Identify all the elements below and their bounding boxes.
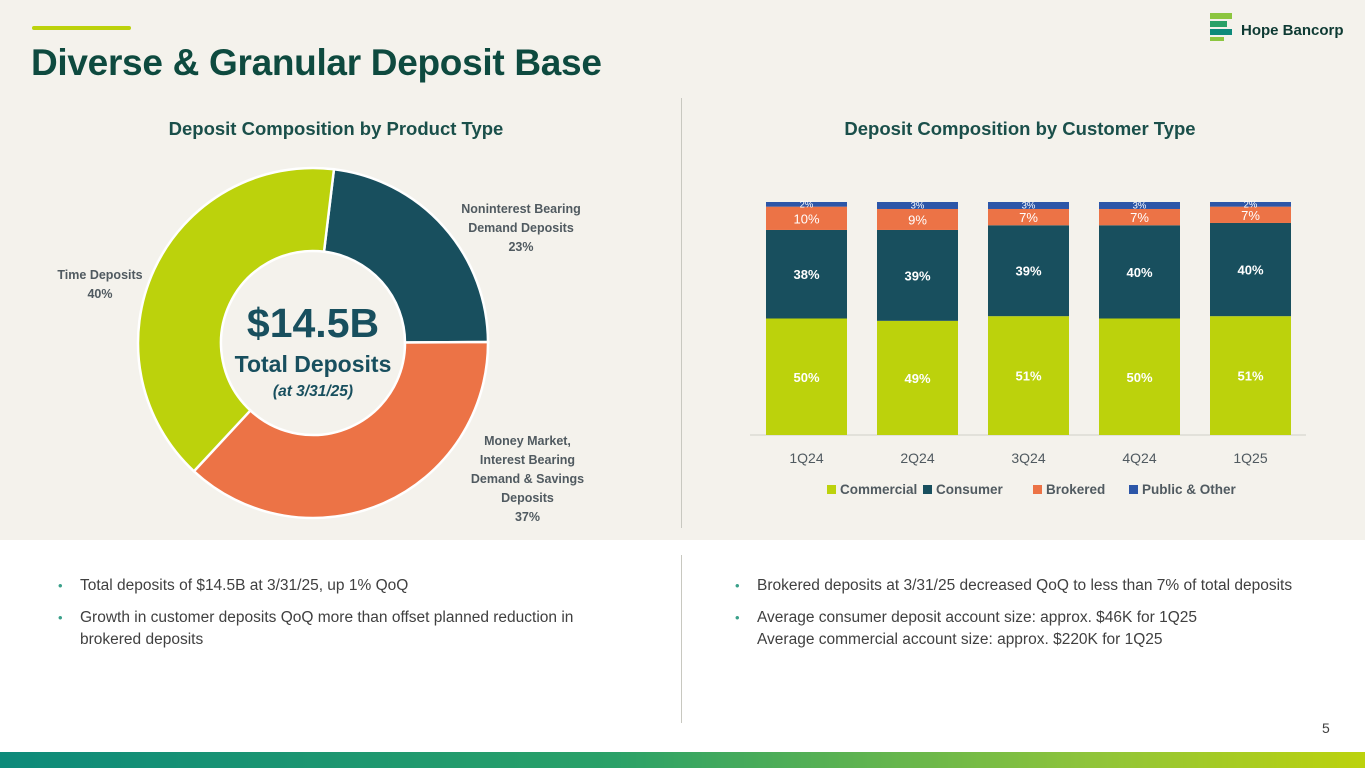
bar-segment-brokered: [988, 208, 1069, 226]
data-label: 3%: [1133, 200, 1147, 211]
bar-segment-commercial: [877, 320, 958, 435]
bullet-text: Total deposits of $14.5B at 3/31/25, up …: [80, 577, 409, 594]
legend-swatch: [1129, 485, 1138, 494]
logo-text: Hope Bancorp: [1241, 22, 1344, 39]
x-tick-label: 4Q24: [1122, 450, 1156, 466]
bullets-right: • Brokered deposits at 3/31/25 decreased …: [735, 575, 1295, 661]
data-label: 7%: [1241, 208, 1260, 223]
footer-gradient-bar: [0, 752, 1365, 768]
total-deposits-value: $14.5B: [246, 300, 380, 346]
bullet-dot-icon: •: [58, 578, 63, 593]
bar-segment-commercial: [988, 316, 1069, 435]
bar-segment-public-other: [877, 202, 958, 209]
legend-label: Commercial: [840, 482, 917, 497]
bar-segment-brokered: [877, 208, 958, 230]
data-label: 9%: [908, 212, 927, 227]
bar-segment-commercial: [1210, 316, 1291, 435]
bullet-text: Brokered deposits at 3/31/25 decreased Q…: [757, 577, 1293, 594]
legend-label: Brokered: [1046, 482, 1105, 497]
bar-segment-public-other: [1099, 202, 1180, 209]
bottom-divider: [681, 555, 682, 723]
legend-swatch: [923, 485, 932, 494]
top-divider: [681, 98, 682, 528]
donut-slice-2: [136, 166, 336, 474]
x-tick-label: 1Q24: [789, 450, 823, 466]
bullet-item: • Growth in customer deposits QoQ more th…: [58, 607, 578, 651]
bullet-text: Growth in customer deposits QoQ more tha…: [80, 609, 574, 648]
title-accent-line: [32, 26, 131, 30]
data-label: 50%: [793, 370, 819, 385]
slice-label-money-market: Money Market, Interest Bearing Demand & …: [470, 434, 585, 524]
bullet-item: • Total deposits of $14.5B at 3/31/25, up…: [58, 575, 578, 597]
bar-segment-commercial: [1099, 318, 1180, 435]
x-tick-label: 1Q25: [1233, 450, 1267, 466]
data-label: 3%: [1022, 200, 1036, 211]
bullets-left: • Total deposits of $14.5B at 3/31/25, up…: [58, 575, 578, 661]
data-label: 2%: [800, 199, 814, 210]
bullet-item: • Average consumer deposit account size: …: [735, 607, 1295, 651]
bullet-item: • Brokered deposits at 3/31/25 decreased …: [735, 575, 1295, 597]
bar-segment-consumer: [877, 229, 958, 321]
page-title: Diverse & Granular Deposit Base: [31, 42, 602, 83]
bar-segment-consumer: [988, 225, 1069, 317]
bar-segment-consumer: [1210, 222, 1291, 317]
data-label: 50%: [1126, 370, 1152, 385]
customer-type-stacked-bar-chart: 50%38%10%2%1Q2449%39%9%3%2Q2451%39%7%3%3…: [750, 199, 1306, 497]
data-label: 51%: [1237, 369, 1263, 384]
bar-segment-brokered: [1099, 208, 1180, 226]
slice-label-noninterest: Noninterest Bearing Demand Deposits 23%: [461, 202, 581, 254]
data-label: 38%: [793, 267, 819, 282]
legend-swatch: [1033, 485, 1042, 494]
total-deposits-label: Total Deposits: [234, 351, 392, 377]
bullet-dot-icon: •: [735, 578, 740, 593]
bullet-text: Average consumer deposit account size: a…: [757, 609, 1198, 648]
bar-segment-commercial: [766, 318, 847, 435]
bar-segment-consumer: [766, 229, 847, 319]
donut-slice-0: [322, 167, 490, 344]
x-tick-label: 3Q24: [1011, 450, 1045, 466]
data-label: 7%: [1019, 210, 1038, 225]
slice-label-time-deposits: Time Deposits 40%: [57, 268, 143, 301]
legend-label: Consumer: [936, 482, 1004, 497]
data-label: 49%: [904, 371, 930, 386]
product-type-chart-title: Deposit Composition by Product Type: [168, 118, 504, 139]
bar-segment-public-other: [1210, 202, 1291, 207]
donut-slice-1: [192, 340, 490, 520]
bar-segment-brokered: [766, 206, 847, 230]
page-number: 5: [1322, 720, 1330, 736]
legend-label: Public & Other: [1142, 482, 1237, 497]
total-deposits-date: (at 3/31/25): [272, 383, 354, 400]
data-label: 39%: [904, 268, 930, 283]
data-label: 51%: [1015, 369, 1041, 384]
bar-segment-public-other: [988, 202, 1069, 209]
x-tick-label: 2Q24: [900, 450, 934, 466]
legend-swatch: [827, 485, 836, 494]
bar-segment-consumer: [1099, 225, 1180, 319]
bullet-dot-icon: •: [58, 610, 63, 625]
customer-type-chart-title: Deposit Composition by Customer Type: [844, 118, 1196, 139]
bar-segment-public-other: [766, 202, 847, 207]
hope-bancorp-logo-icon: [1210, 13, 1232, 41]
data-label: 3%: [911, 200, 925, 211]
bullet-dot-icon: •: [735, 610, 740, 625]
product-type-donut-chart: [136, 166, 490, 520]
data-label: 10%: [793, 211, 819, 226]
data-label: 40%: [1237, 263, 1263, 278]
bar-segment-brokered: [1210, 206, 1291, 223]
data-label: 2%: [1244, 199, 1258, 210]
data-label: 7%: [1130, 210, 1149, 225]
data-label: 40%: [1126, 265, 1152, 280]
data-label: 39%: [1015, 264, 1041, 279]
